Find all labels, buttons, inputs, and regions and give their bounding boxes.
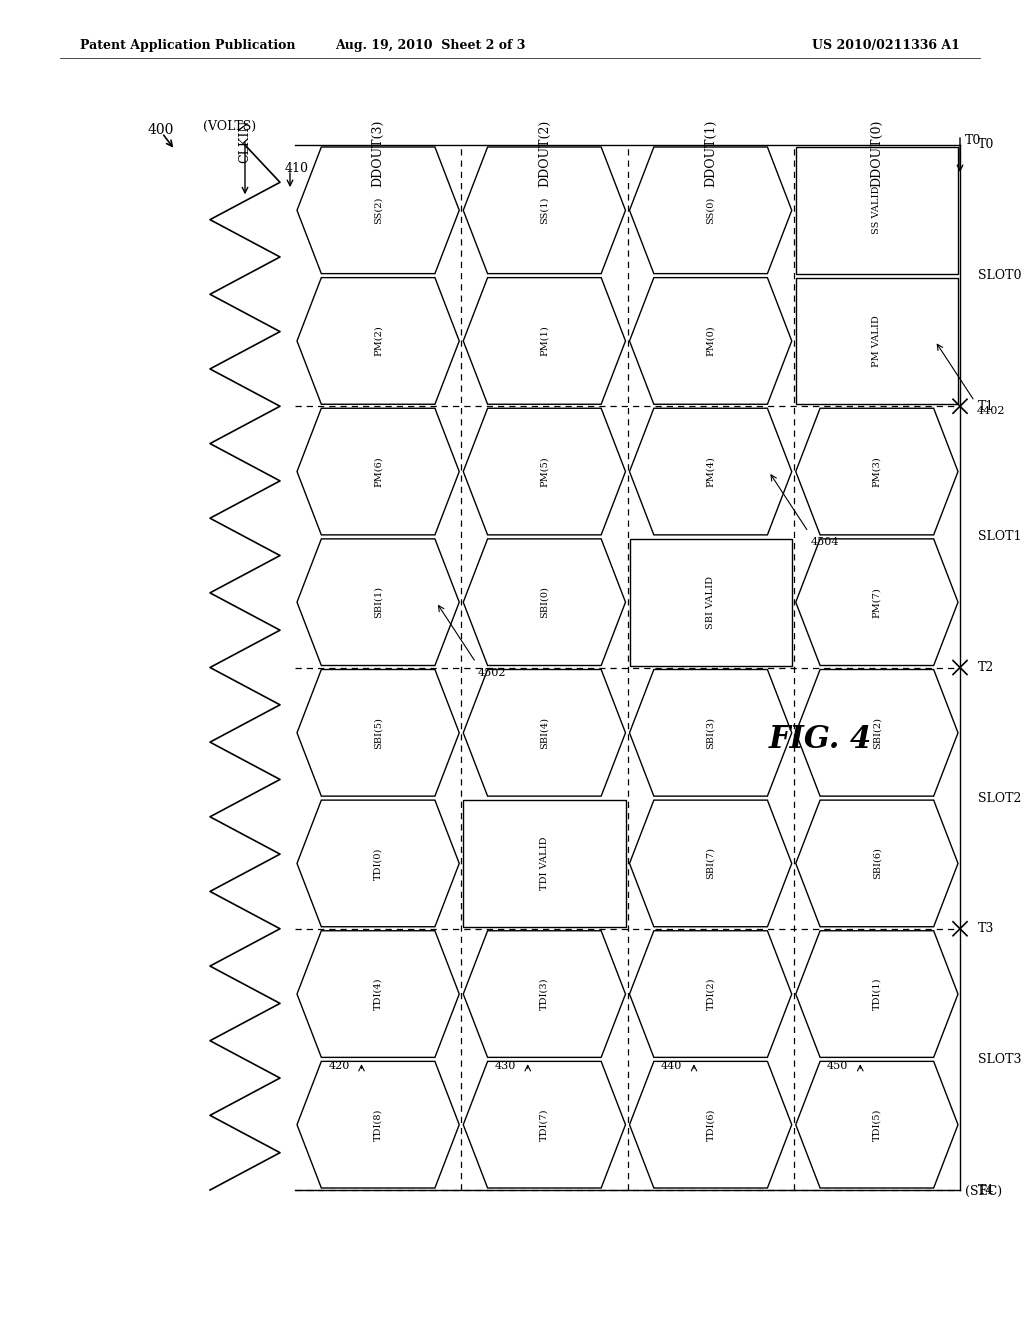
Text: T3: T3 [978,923,994,936]
Text: DDOUT(3): DDOUT(3) [372,120,385,187]
Text: CLKIN: CLKIN [239,120,252,164]
Text: 450: 450 [827,1061,848,1072]
Text: SS(0): SS(0) [707,197,715,224]
Text: Patent Application Publication: Patent Application Publication [80,38,296,51]
Text: Aug. 19, 2010  Sheet 2 of 3: Aug. 19, 2010 Sheet 2 of 3 [335,38,525,51]
Bar [796,147,958,273]
Text: TDI(8): TDI(8) [374,1109,383,1140]
Bar [796,277,958,404]
Text: SS(1): SS(1) [540,197,549,224]
Text: PM(1): PM(1) [540,326,549,356]
Bar [463,800,626,927]
Text: 430: 430 [495,1061,516,1072]
Text: T4: T4 [978,1184,994,1196]
Text: 410: 410 [285,161,309,174]
Text: PM(3): PM(3) [872,457,882,487]
Text: T0: T0 [965,133,981,147]
Text: SS VALID: SS VALID [872,186,882,235]
Text: DDOUT(1): DDOUT(1) [705,120,717,187]
Text: SBI(0): SBI(0) [540,586,549,618]
Text: PM VALID: PM VALID [872,315,882,367]
Text: SBI(5): SBI(5) [374,717,383,748]
Text: PM(2): PM(2) [374,326,383,356]
Text: T2: T2 [978,661,994,675]
Text: TDI(7): TDI(7) [540,1109,549,1140]
Text: FIG. 4: FIG. 4 [768,725,871,755]
Text: (VOLTS): (VOLTS) [204,120,257,133]
Text: TDI(6): TDI(6) [707,1109,715,1140]
Text: PM(6): PM(6) [374,457,383,487]
Text: SBI(6): SBI(6) [872,847,882,879]
Text: TDI(0): TDI(0) [374,847,383,879]
Text: TDI(5): TDI(5) [872,1109,882,1140]
Text: SBI(7): SBI(7) [707,847,715,879]
Text: T1: T1 [978,400,994,413]
Text: SBI VALID: SBI VALID [707,576,715,628]
Text: PM(0): PM(0) [707,326,715,356]
Text: 4504: 4504 [810,537,839,546]
Text: 4402: 4402 [977,407,1006,416]
Text: PM(5): PM(5) [540,457,549,487]
Text: TDI(4): TDI(4) [374,978,383,1010]
Text: US 2010/0211336 A1: US 2010/0211336 A1 [812,38,961,51]
Text: (SEC): (SEC) [965,1185,1002,1199]
Text: TDI(2): TDI(2) [707,978,715,1010]
Text: SLOT1: SLOT1 [978,531,1022,544]
Text: 440: 440 [660,1061,682,1072]
Text: PM(7): PM(7) [872,587,882,618]
Text: DDOUT(2): DDOUT(2) [538,120,551,187]
Text: SBI(4): SBI(4) [540,717,549,748]
Text: SBI(1): SBI(1) [374,586,383,618]
Text: SLOT2: SLOT2 [978,792,1021,805]
Text: PM(4): PM(4) [707,457,715,487]
Text: 4502: 4502 [478,668,507,677]
Text: 420: 420 [329,1061,349,1072]
Text: 400: 400 [148,123,174,137]
Text: SBI(3): SBI(3) [707,717,715,748]
Bar [630,539,792,665]
Text: SS(2): SS(2) [374,197,383,224]
Text: DDOUT(0): DDOUT(0) [870,120,884,187]
Text: TDI(3): TDI(3) [540,978,549,1010]
Text: TDI(1): TDI(1) [872,978,882,1010]
Text: SLOT0: SLOT0 [978,269,1022,282]
Text: SBI(2): SBI(2) [872,717,882,748]
Text: T0: T0 [978,139,994,152]
Text: SLOT3: SLOT3 [978,1053,1022,1065]
Text: TDI VALID: TDI VALID [540,837,549,890]
